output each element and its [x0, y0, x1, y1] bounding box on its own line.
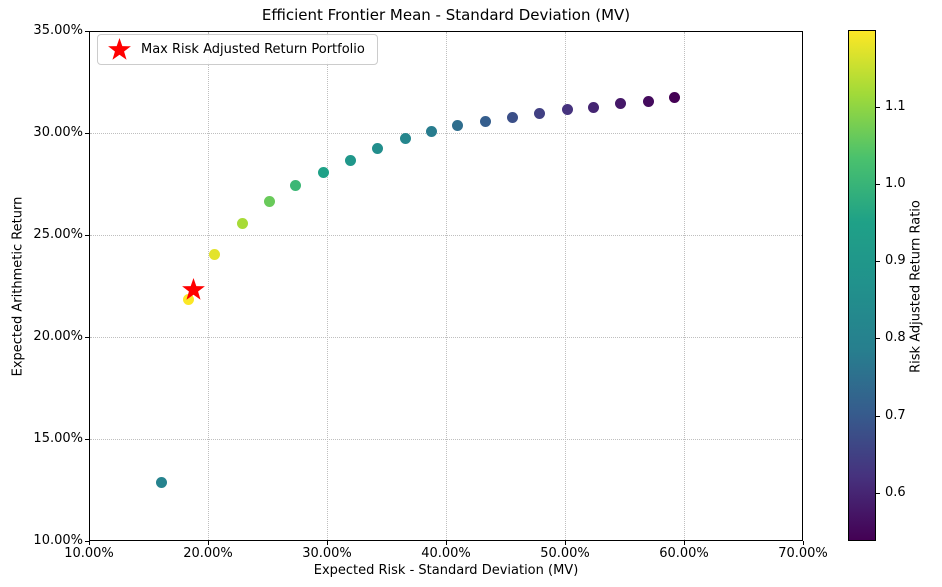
- y-tick-mark: [85, 31, 89, 32]
- x-tick-mark: [446, 541, 447, 545]
- data-point: [452, 120, 464, 132]
- gridline-vertical: [684, 32, 685, 540]
- colorbar-label: Risk Adjusted Return Ratio: [908, 200, 924, 373]
- data-point: [426, 126, 438, 138]
- y-tick-label: 25.00%: [33, 227, 83, 242]
- y-tick-label: 15.00%: [33, 431, 83, 446]
- x-tick-mark: [684, 541, 685, 545]
- gridline-vertical: [446, 32, 447, 540]
- chart-title: Efficient Frontier Mean - Standard Devia…: [261, 6, 631, 24]
- data-point: [209, 248, 221, 260]
- y-tick-label: 30.00%: [33, 125, 83, 140]
- data-point: [506, 112, 518, 124]
- data-point: [479, 116, 491, 128]
- x-axis-label: Expected Risk - Standard Deviation (MV): [313, 563, 579, 578]
- colorbar-tick-label: 0.9: [885, 253, 906, 269]
- colorbar-tick-mark: [876, 183, 880, 185]
- data-point: [561, 104, 573, 116]
- max-portfolio-star: [181, 277, 206, 306]
- x-tick-label: 40.00%: [421, 546, 471, 561]
- x-tick-label: 60.00%: [659, 546, 709, 561]
- star-icon: [108, 38, 131, 60]
- y-tick-label: 20.00%: [33, 329, 83, 344]
- colorbar-tick-label: 1.0: [885, 175, 906, 191]
- colorbar-tick-mark: [876, 106, 880, 108]
- x-tick-mark: [327, 541, 328, 545]
- data-point: [399, 132, 411, 144]
- x-tick-label: 70.00%: [778, 546, 828, 561]
- data-point: [615, 97, 627, 109]
- data-point: [372, 142, 384, 154]
- y-tick-mark: [85, 235, 89, 236]
- legend-label: Max Risk Adjusted Return Portfolio: [141, 42, 365, 57]
- colorbar-tick-mark: [876, 493, 880, 495]
- y-tick-mark: [85, 541, 89, 542]
- y-tick-mark: [85, 439, 89, 440]
- data-point: [290, 179, 302, 191]
- data-point: [155, 477, 167, 489]
- x-tick-label: 50.00%: [540, 546, 590, 561]
- colorbar-tick-mark: [876, 338, 880, 340]
- colorbar-tick-label: 0.6: [885, 485, 906, 501]
- gridline-vertical: [327, 32, 328, 540]
- colorbar-tick-label: 1.1: [885, 98, 906, 114]
- x-tick-mark: [89, 541, 90, 545]
- x-tick-mark: [565, 541, 566, 545]
- star-icon: [182, 277, 205, 300]
- y-tick-mark: [85, 133, 89, 134]
- colorbar-tick-mark: [876, 415, 880, 417]
- data-point: [642, 95, 654, 107]
- y-tick-label: 10.00%: [33, 533, 83, 548]
- gridline-vertical: [565, 32, 566, 540]
- y-tick-label: 35.00%: [33, 23, 83, 38]
- y-tick-mark: [85, 337, 89, 338]
- gridline-horizontal: [90, 235, 802, 236]
- x-tick-mark: [208, 541, 209, 545]
- data-point: [345, 155, 357, 167]
- colorbar-tick-label: 0.8: [885, 330, 906, 346]
- plot-area: Max Risk Adjusted Return Portfolio: [89, 31, 803, 541]
- data-point: [668, 91, 680, 103]
- y-axis-label: Expected Arithmetic Return: [10, 196, 26, 377]
- colorbar-tick-mark: [876, 261, 880, 263]
- data-point: [183, 293, 195, 305]
- data-point: [587, 101, 599, 113]
- data-point: [317, 167, 329, 179]
- x-tick-label: 20.00%: [183, 546, 233, 561]
- data-point: [264, 195, 276, 207]
- data-point: [236, 218, 248, 230]
- x-tick-mark: [803, 541, 804, 545]
- gridline-vertical: [208, 32, 209, 540]
- colorbar: [848, 30, 876, 541]
- x-tick-label: 30.00%: [302, 546, 352, 561]
- legend: Max Risk Adjusted Return Portfolio: [97, 34, 378, 65]
- data-point: [534, 108, 546, 120]
- gridline-horizontal: [90, 439, 802, 440]
- gridline-horizontal: [90, 337, 802, 338]
- x-tick-label: 10.00%: [64, 546, 114, 561]
- colorbar-tick-label: 0.7: [885, 407, 906, 423]
- gridline-horizontal: [90, 133, 802, 134]
